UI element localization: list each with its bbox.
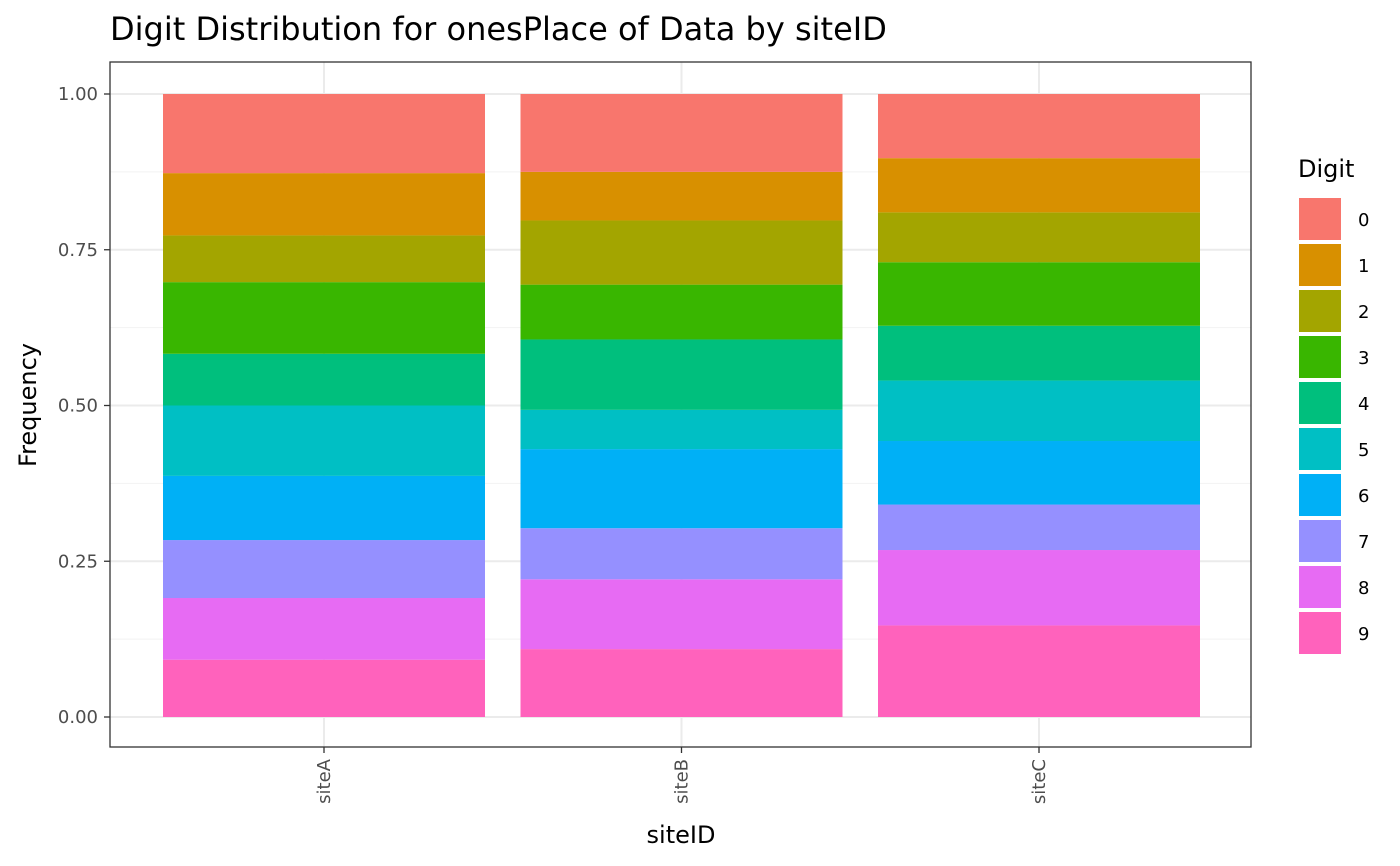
legend-label: 3: [1358, 348, 1369, 369]
y-tick-label: 1.00: [58, 84, 98, 105]
legend-key: [1299, 290, 1341, 332]
bar-segment: [520, 649, 843, 717]
legend: Digit 0 1 2 3 4 5 6 7 8 9: [1298, 155, 1369, 654]
y-axis-title: Frequency: [14, 343, 42, 467]
bar-segment: [520, 284, 843, 340]
plot-area: 0.00 0.25 0.50 0.75 1.00 siteA siteB siteC: [58, 61, 1252, 804]
legend-key: [1299, 382, 1341, 424]
legend-key: [1299, 428, 1341, 470]
legend-key: [1299, 520, 1341, 562]
bar-segment: [878, 262, 1200, 326]
legend-label: 9: [1358, 624, 1369, 645]
legend-label: 4: [1358, 394, 1369, 415]
legend-label: 5: [1358, 440, 1369, 461]
bar-segment: [878, 504, 1200, 551]
legend-key: [1299, 474, 1341, 516]
bar-segment: [520, 449, 843, 529]
bar-segment: [163, 94, 485, 174]
bar-segment: [878, 380, 1200, 442]
bar-segment: [520, 94, 843, 172]
bar-segment: [520, 339, 843, 410]
legend-key: [1299, 244, 1341, 286]
bar-segment: [878, 441, 1200, 505]
bar-segment: [163, 353, 485, 406]
x-tick-label: siteC: [1029, 759, 1050, 804]
bar-segment: [520, 528, 843, 580]
legend-key: [1299, 198, 1341, 240]
bar-segment: [878, 94, 1200, 159]
bar-segment: [163, 659, 485, 717]
bar-segment: [878, 325, 1200, 381]
legend-label: 0: [1358, 210, 1369, 231]
x-axis-title: siteID: [647, 821, 716, 849]
bar-segment: [520, 220, 843, 285]
bar-segment: [163, 475, 485, 541]
legend-key: [1299, 566, 1341, 608]
bar-segment: [520, 409, 843, 450]
legend-label: 7: [1358, 532, 1369, 553]
legend-label: 1: [1358, 256, 1369, 277]
legend-title: Digit: [1298, 155, 1354, 183]
bar-segment: [163, 540, 485, 599]
legend-label: 2: [1358, 302, 1369, 323]
bar-segment: [163, 235, 485, 283]
bar-segment: [878, 212, 1200, 263]
bar-segment: [878, 550, 1200, 626]
bar-segment: [878, 625, 1200, 717]
legend-key: [1299, 612, 1341, 654]
bar-segment: [163, 282, 485, 354]
bar-segment: [163, 598, 485, 660]
y-tick-label: 0.75: [58, 240, 98, 261]
x-tick-label: siteB: [672, 759, 693, 804]
legend-label: 8: [1358, 578, 1369, 599]
legend-key: [1299, 336, 1341, 378]
bar-segment: [878, 158, 1200, 213]
bar-segment: [520, 579, 843, 650]
legend-label: 6: [1358, 486, 1369, 507]
y-tick-label: 0.00: [58, 707, 98, 728]
chart-title: Digit Distribution for onesPlace of Data…: [110, 10, 887, 48]
bar-segment: [163, 173, 485, 236]
y-tick-label: 0.50: [58, 396, 98, 417]
bar-segment: [520, 171, 843, 221]
x-tick-label: siteA: [314, 758, 335, 804]
y-tick-label: 0.25: [58, 551, 98, 572]
panel-border: [109, 61, 1252, 748]
bar-segment: [163, 405, 485, 476]
